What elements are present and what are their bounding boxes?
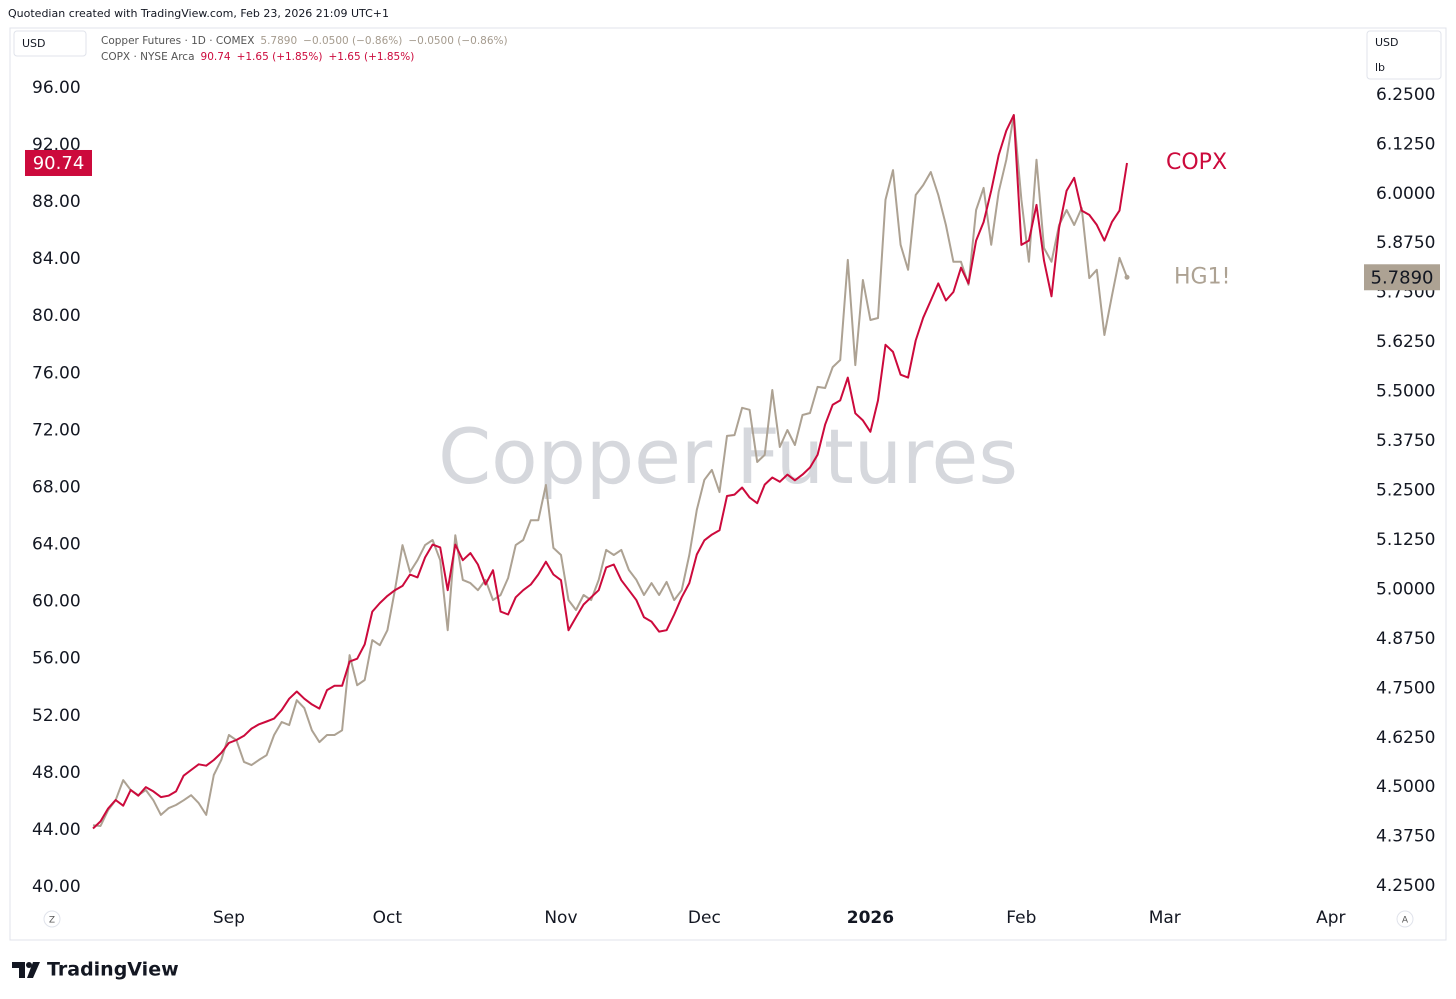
y2-tick-label: 6.2500: [1376, 85, 1435, 105]
x-tick-label: 2026: [847, 908, 894, 928]
x-tick-label: Nov: [544, 908, 577, 928]
x-tick-label: Apr: [1316, 908, 1345, 928]
series-label: HG1!: [1174, 264, 1230, 289]
y2-tick-label: 4.6250: [1376, 728, 1435, 748]
y2-tick-label: 5.3750: [1376, 431, 1435, 451]
brand: TradingView: [47, 959, 179, 981]
legend-change: −0.0500 (−0.86%): [408, 35, 508, 47]
price-label: 90.74: [33, 153, 85, 174]
y-tick-label: 76.00: [32, 363, 81, 383]
price-box: [25, 149, 92, 176]
y-tick-label: 52.00: [32, 706, 81, 726]
y2-tick-label: 5.2500: [1376, 481, 1435, 501]
left-currency[interactable]: USD: [22, 37, 46, 50]
last-point: [1124, 274, 1130, 280]
y-tick-label: 48.00: [32, 763, 81, 783]
legend-symbol: Copper Futures · 1D · COMEX: [101, 35, 255, 47]
currency-box[interactable]: [13, 30, 87, 57]
zoom-button[interactable]: [43, 910, 61, 928]
y2-tick-label: 5.6250: [1376, 332, 1435, 352]
y-tick-label: 64.00: [32, 535, 81, 555]
legend-change: −0.0500 (−0.86%): [303, 35, 403, 47]
price-box: [1364, 264, 1440, 291]
chart-frame: [9, 27, 1447, 941]
logo-shape: [12, 962, 25, 978]
legend-last: 5.7890: [260, 35, 298, 47]
logo-shape: [27, 962, 40, 978]
y2-tick-label: 4.5000: [1376, 777, 1435, 797]
zoom-button-label[interactable]: Z: [49, 916, 55, 926]
right-unit[interactable]: lb: [1375, 61, 1385, 74]
y2-tick-label: 6.1250: [1376, 134, 1435, 154]
y-tick-label: 44.00: [32, 820, 81, 840]
x-tick-label: Oct: [373, 908, 403, 928]
auto-button[interactable]: [1396, 910, 1414, 928]
legend-row: Copper Futures · 1D · COMEX 5.7890 −0.0500…: [101, 33, 514, 49]
y-tick-label: 72.00: [32, 420, 81, 440]
y-tick-label: 40.00: [32, 877, 81, 897]
brand-logo: [12, 962, 40, 978]
x-tick-label: Feb: [1006, 908, 1036, 928]
price-label: 5.7890: [1371, 267, 1434, 288]
x-tick-label: Dec: [688, 908, 721, 928]
y-tick-label: 80.00: [32, 306, 81, 326]
y-tick-label: 68.00: [32, 477, 81, 497]
series-label: COPX: [1166, 150, 1227, 175]
y2-tick-label: 6.0000: [1376, 184, 1435, 204]
legend: Copper Futures · 1D · COMEX 5.7890 −0.0500…: [101, 33, 514, 65]
series-line: [92, 114, 1128, 830]
y-tick-label: 84.00: [32, 249, 81, 269]
series-line: [92, 114, 1128, 827]
y2-tick-label: 4.2500: [1376, 876, 1435, 896]
unit-box[interactable]: [1366, 30, 1442, 80]
y-tick-label: 60.00: [32, 592, 81, 612]
y2-tick-label: 5.1250: [1376, 530, 1435, 550]
watermark: Copper Futures: [438, 412, 1018, 501]
x-tick-label: Mar: [1149, 908, 1181, 928]
header: Quotedian created with TradingView.com, …: [8, 7, 389, 20]
right-currency[interactable]: USD: [1375, 36, 1399, 49]
legend-change: +1.65 (+1.85%): [328, 51, 415, 63]
y-tick-label: 56.00: [32, 649, 81, 669]
legend-row: COPX · NYSE Arca 90.74 +1.65 (+1.85%) +1.65…: [101, 49, 514, 65]
y2-tick-label: 5.5000: [1376, 382, 1435, 402]
legend-change: +1.65 (+1.85%): [236, 51, 323, 63]
y2-tick-label: 4.8750: [1376, 629, 1435, 649]
logo-dot: [26, 962, 32, 968]
auto-button-label[interactable]: A: [1402, 916, 1409, 926]
y2-tick-label: 4.3750: [1376, 827, 1435, 847]
legend-symbol: COPX · NYSE Arca: [101, 51, 195, 63]
y-tick-label: 96.00: [32, 78, 81, 98]
x-tick-label: Sep: [213, 908, 245, 928]
y-tick-label: 88.00: [32, 192, 81, 212]
y2-tick-label: 5.0000: [1376, 579, 1435, 599]
y2-tick-label: 5.8750: [1376, 233, 1435, 253]
y2-tick-label: 4.7500: [1376, 678, 1435, 698]
legend-last: 90.74: [200, 51, 231, 63]
